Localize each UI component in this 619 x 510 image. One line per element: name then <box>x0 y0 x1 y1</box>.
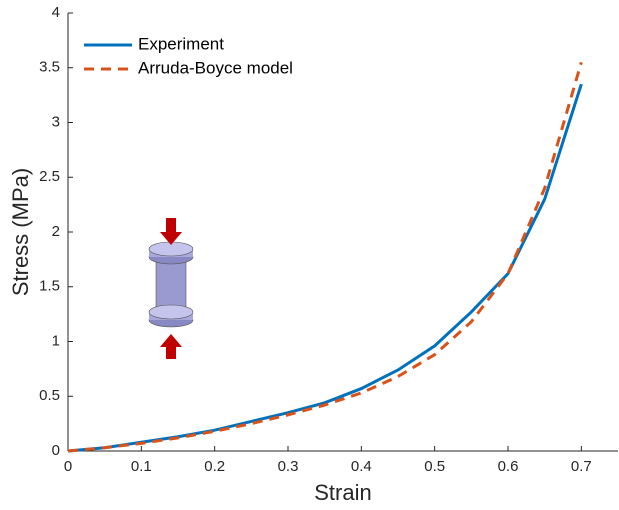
y-tick-label: 1 <box>52 332 60 349</box>
y-axis-label: Stress (MPa) <box>8 168 33 296</box>
specimen-icon <box>148 218 194 359</box>
x-tick-label: 0.2 <box>204 458 225 475</box>
y-tick-label: 4 <box>52 4 60 21</box>
y-tick-label: 2.5 <box>39 168 60 185</box>
x-tick-label: 0.4 <box>351 458 372 475</box>
y-tick-label: 0 <box>52 442 60 459</box>
x-tick-label: 0.7 <box>571 458 592 475</box>
y-tick-label: 3 <box>52 113 60 130</box>
y-tick-label: 2 <box>52 223 60 240</box>
data-line <box>67 61 583 453</box>
legend-label: Arruda-Boyce model <box>138 58 293 77</box>
y-tick-label: 1.5 <box>39 278 60 295</box>
x-tick-label: 0 <box>64 458 72 475</box>
x-tick-label: 0.1 <box>131 458 152 475</box>
y-tick-label: 3.5 <box>39 59 60 76</box>
x-axis-label: Strain <box>314 480 371 505</box>
y-tick-label: 0.5 <box>39 387 60 404</box>
x-tick-label: 0.3 <box>278 458 299 475</box>
x-tick-label: 0.5 <box>424 458 445 475</box>
x-tick-label: 0.6 <box>498 458 519 475</box>
data-line <box>67 83 583 453</box>
legend-label: Experiment <box>138 34 224 53</box>
